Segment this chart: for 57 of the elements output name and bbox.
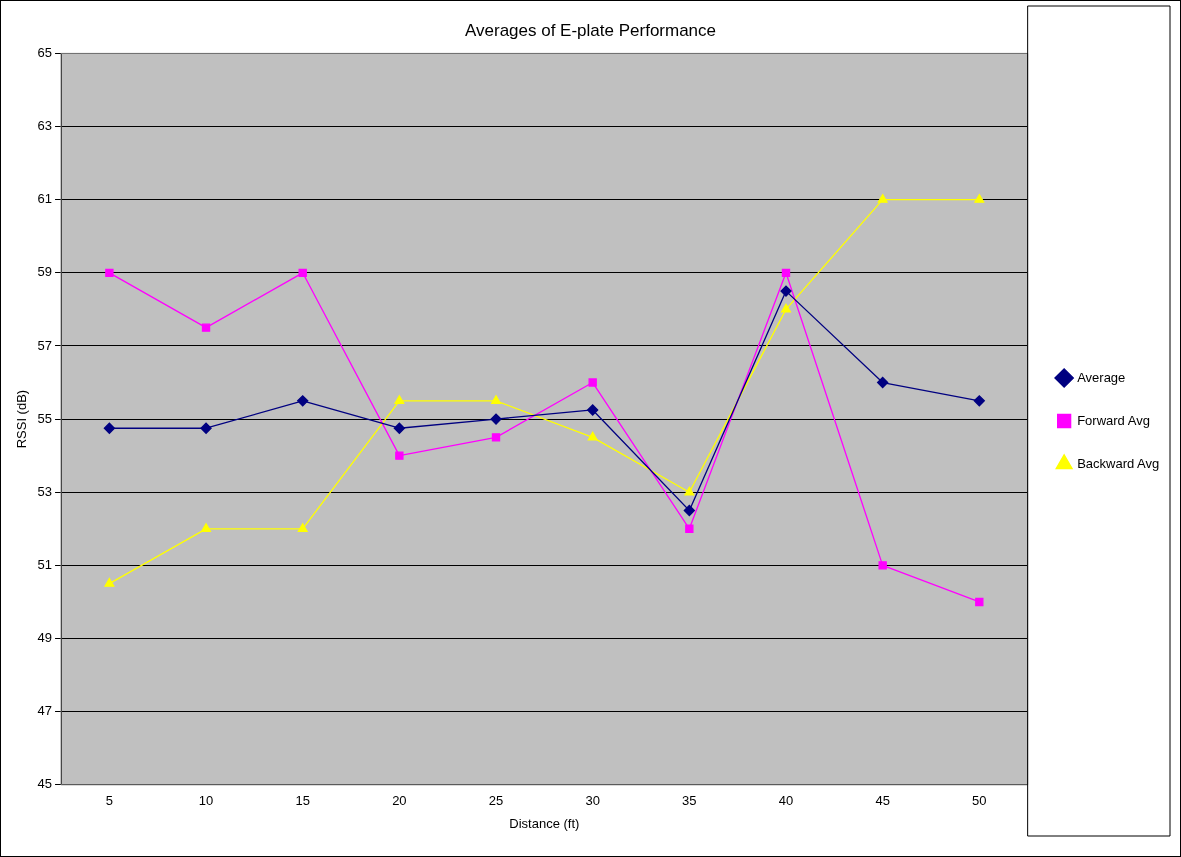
point (297, 523, 308, 532)
point (684, 486, 695, 496)
point (974, 194, 985, 203)
point (878, 561, 887, 570)
point (685, 524, 694, 533)
point (781, 268, 791, 278)
x-tick-label: 35 (682, 793, 697, 809)
point (393, 422, 406, 434)
point (491, 433, 501, 442)
point (975, 597, 984, 607)
y-axis-title: RSSI (dB) (14, 389, 30, 449)
point (587, 431, 598, 441)
point (683, 504, 695, 517)
point (877, 376, 889, 389)
legend-label: Average (1077, 369, 1126, 385)
chart-title: Averages of E-plate Performance (464, 20, 717, 40)
point (297, 395, 309, 407)
point (491, 395, 501, 404)
y-tick-label: 47 (37, 703, 53, 719)
y-tick-label: 57 (37, 337, 53, 353)
point (200, 422, 212, 434)
point (103, 422, 116, 434)
y-tick-label: 55 (37, 410, 53, 426)
y-tick-label: 53 (37, 483, 53, 499)
point (490, 413, 502, 425)
x-tick-label: 30 (585, 793, 600, 809)
point (588, 378, 597, 387)
y-tick-label: 45 (37, 776, 53, 792)
point (394, 395, 405, 404)
x-tick-label: 45 (875, 793, 890, 809)
x-tick-label: 40 (778, 793, 794, 809)
point (395, 451, 404, 460)
point (298, 268, 307, 278)
y-tick-label: 65 (37, 44, 53, 60)
x-axis-title: Distance (ft) (509, 815, 580, 831)
x-tick-label: 5 (105, 793, 114, 809)
legend-label: Backward Avg (1077, 455, 1160, 471)
y-tick-label: 63 (37, 118, 53, 134)
legend-label: Forward Avg (1077, 412, 1150, 428)
point (780, 285, 792, 297)
x-tick-label: 25 (488, 793, 504, 809)
y-tick-label: 59 (37, 264, 53, 280)
y-tick-label: 61 (37, 191, 53, 207)
y-tick-label: 51 (37, 556, 53, 572)
point (201, 323, 211, 332)
y-tick-label: 49 (37, 630, 53, 646)
point (877, 194, 888, 203)
point (781, 303, 791, 313)
x-tick-label: 20 (392, 793, 407, 809)
point (104, 578, 115, 587)
point (105, 268, 114, 278)
point (587, 404, 599, 416)
x-tick-label: 15 (295, 793, 310, 809)
x-tick-label: 10 (198, 793, 214, 809)
point (973, 395, 985, 407)
point (201, 523, 212, 532)
x-tick-label: 50 (972, 793, 987, 809)
